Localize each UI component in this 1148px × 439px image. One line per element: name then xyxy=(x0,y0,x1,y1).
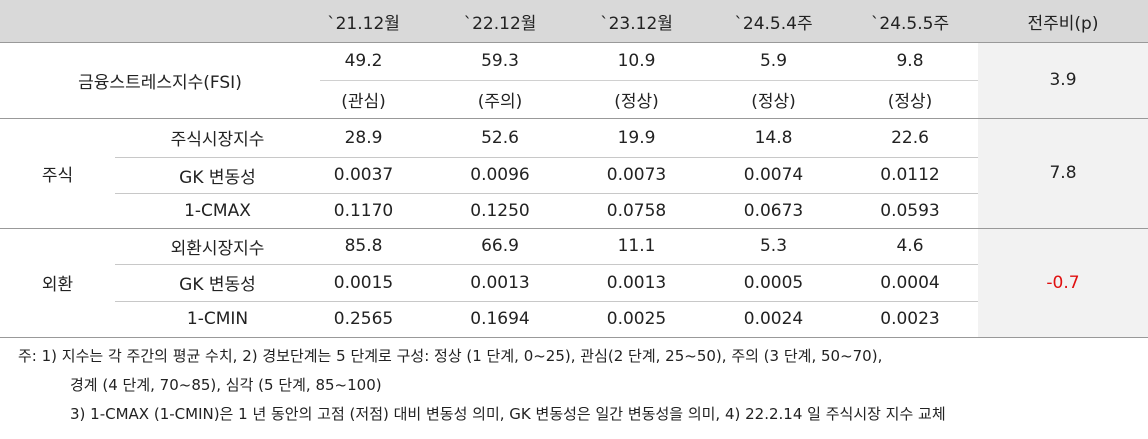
row-line xyxy=(0,118,1148,119)
column-header: `24.5.5주 xyxy=(870,13,950,34)
row-line xyxy=(320,80,978,81)
cell-value: 0.0013 xyxy=(470,272,530,293)
cell-value: 0.0004 xyxy=(880,272,940,293)
fsi-value: 10.9 xyxy=(617,51,656,71)
cell-value: 0.0037 xyxy=(333,165,394,185)
fsi-level: (관심) xyxy=(341,91,386,112)
cell-value: 22.6 xyxy=(891,127,929,148)
column-header: `23.12월 xyxy=(600,13,673,34)
cell-value: 11.1 xyxy=(617,236,656,256)
header-bg xyxy=(0,0,1148,42)
row-line xyxy=(0,42,1148,43)
row-label: 1-CMAX xyxy=(184,200,251,221)
cell-value: 0.0013 xyxy=(606,272,667,293)
cell-value: 0.0074 xyxy=(743,165,804,185)
cell-value: 14.8 xyxy=(754,127,793,148)
cell-value: 0.0023 xyxy=(880,309,940,329)
fsi-change: 3.9 xyxy=(1049,70,1077,90)
group-label: 외환 xyxy=(41,275,74,295)
change-col-bg xyxy=(978,42,1148,337)
group-change: -0.7 xyxy=(1046,272,1080,293)
fsi-level: (정상) xyxy=(614,91,659,112)
cell-value: 85.8 xyxy=(344,236,383,256)
fsi-label: 금융스트레스지수(FSI) xyxy=(78,72,242,93)
cell-value: 0.0005 xyxy=(743,272,804,293)
cell-value: 0.2565 xyxy=(333,309,394,329)
group-change: 7.8 xyxy=(1049,163,1077,183)
cell-value: 0.0112 xyxy=(880,165,940,185)
row-label: 1-CMIN xyxy=(186,309,249,329)
cell-value: 0.0073 xyxy=(606,165,667,185)
row-label: 주식시장지수 xyxy=(170,130,265,150)
fsi-value: 59.3 xyxy=(481,51,519,71)
cell-value: 0.0593 xyxy=(880,200,940,221)
footnote: 주: 1) 지수는 각 주간의 평균 수치, 2) 경보단계는 5 단계로 구성… xyxy=(18,347,883,365)
cell-value: 0.1694 xyxy=(470,309,530,329)
cell-value: 4.6 xyxy=(896,236,924,256)
row-label: GK 변동성 xyxy=(179,167,256,188)
fsi-level: (주의) xyxy=(477,91,523,112)
cell-value: 0.0025 xyxy=(606,309,667,329)
cell-value: 52.6 xyxy=(481,127,519,148)
column-header: 전주비(p) xyxy=(1027,13,1099,34)
row-line xyxy=(0,228,1148,229)
fsi-value: 9.8 xyxy=(896,51,924,71)
column-header: `21.12월 xyxy=(327,13,400,34)
cell-value: 0.1170 xyxy=(333,200,394,221)
footnote: 3) 1-CMAX (1-CMIN)은 1 년 동안의 고점 (저점) 대비 변… xyxy=(70,405,946,423)
column-header: `24.5.4주 xyxy=(734,13,813,34)
cell-value: 0.0024 xyxy=(743,309,804,329)
row-label: 외환시장지수 xyxy=(170,238,265,259)
footnote: 경계 (4 단계, 70~85), 심각 (5 단계, 85~100) xyxy=(70,376,382,394)
cell-value: 28.9 xyxy=(344,127,383,148)
cell-value: 0.1250 xyxy=(470,200,530,221)
column-header: `22.12월 xyxy=(463,13,537,34)
cell-value: 0.0758 xyxy=(606,200,667,221)
cell-value: 19.9 xyxy=(617,127,656,148)
cell-value: 0.0673 xyxy=(743,200,804,221)
cell-value: 5.3 xyxy=(759,236,788,256)
row-line xyxy=(115,193,978,194)
cell-value: 0.0015 xyxy=(333,272,394,293)
fsi-level: (정상) xyxy=(751,91,796,112)
row-line xyxy=(115,157,978,158)
row-line xyxy=(0,337,1148,338)
row-label: GK 변동성 xyxy=(179,275,256,295)
fsi-level: (정상) xyxy=(887,91,933,112)
row-line xyxy=(115,301,978,302)
cell-value: 0.0096 xyxy=(470,165,530,185)
row-line xyxy=(115,264,978,265)
fsi-value: 49.2 xyxy=(344,51,383,71)
group-label: 주식 xyxy=(41,165,74,186)
fsi-value: 5.9 xyxy=(759,51,788,71)
cell-value: 66.9 xyxy=(481,236,519,256)
